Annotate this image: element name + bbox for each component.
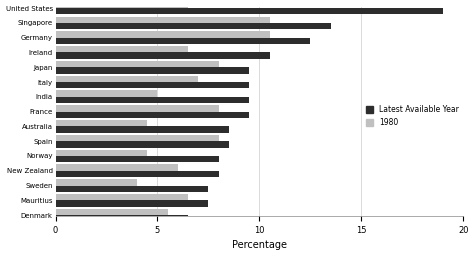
- Bar: [55, 46, 188, 52]
- Bar: [55, 194, 188, 200]
- Bar: [55, 215, 188, 221]
- Bar: [55, 90, 157, 97]
- Bar: [55, 156, 219, 162]
- Bar: [55, 76, 198, 82]
- Bar: [55, 2, 188, 8]
- Bar: [55, 200, 209, 207]
- Bar: [55, 186, 209, 192]
- Bar: [55, 38, 310, 44]
- Bar: [55, 171, 219, 177]
- Bar: [55, 67, 249, 73]
- Bar: [55, 164, 178, 171]
- Bar: [55, 105, 219, 112]
- Legend: Latest Available Year, 1980: Latest Available Year, 1980: [366, 105, 459, 127]
- Bar: [55, 17, 270, 23]
- Bar: [55, 120, 147, 126]
- Bar: [55, 97, 249, 103]
- Bar: [55, 31, 270, 38]
- Bar: [55, 135, 219, 141]
- Bar: [55, 82, 249, 88]
- Bar: [55, 126, 229, 133]
- Bar: [55, 209, 168, 215]
- Bar: [55, 23, 331, 29]
- X-axis label: Percentage: Percentage: [232, 240, 287, 250]
- Bar: [55, 61, 219, 67]
- Bar: [55, 112, 249, 118]
- Bar: [55, 179, 137, 186]
- Bar: [55, 52, 270, 59]
- Bar: [55, 150, 147, 156]
- Bar: [55, 8, 443, 14]
- Bar: [55, 141, 229, 147]
